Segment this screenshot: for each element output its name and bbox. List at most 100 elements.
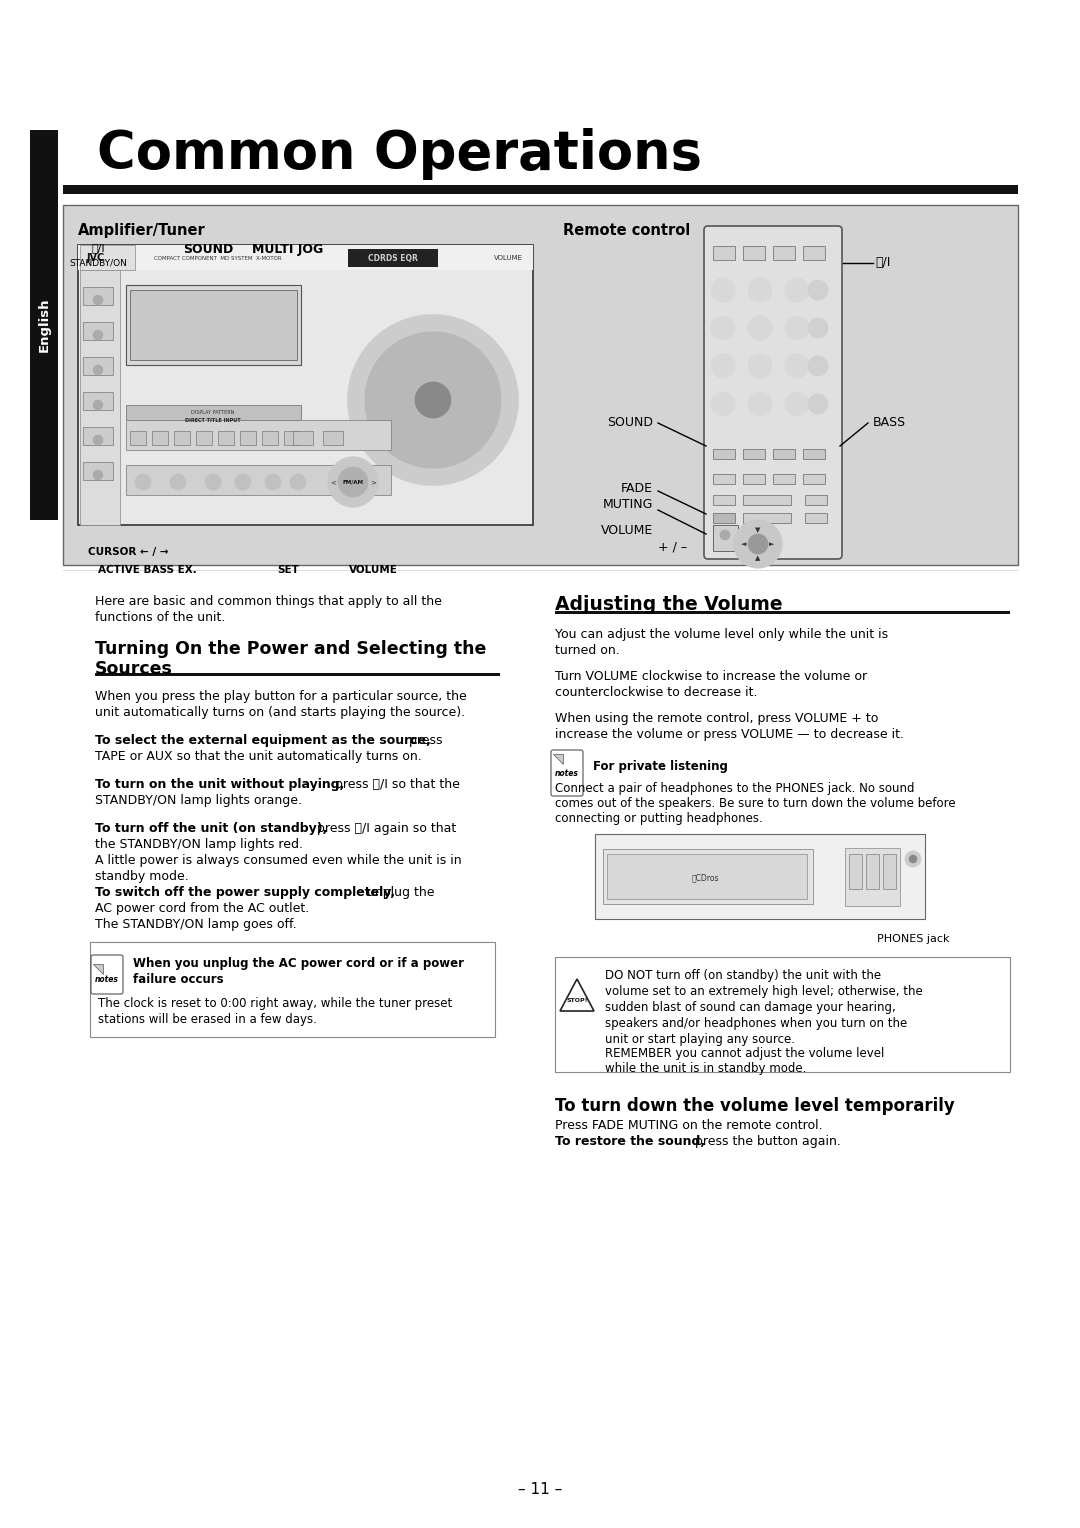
Circle shape	[785, 278, 809, 303]
Bar	[845, 848, 900, 906]
Circle shape	[291, 474, 306, 490]
Bar	[195, 431, 212, 445]
Bar	[83, 393, 113, 410]
Text: – 11 –: – 11 –	[518, 1482, 562, 1497]
Circle shape	[328, 457, 378, 507]
Text: connecting or putting headphones.: connecting or putting headphones.	[555, 811, 762, 825]
Circle shape	[365, 332, 501, 468]
Text: STOP!: STOP!	[566, 998, 588, 1004]
FancyBboxPatch shape	[90, 941, 495, 1038]
Text: SOUND: SOUND	[183, 243, 233, 257]
Bar	[63, 185, 1018, 194]
Text: VOLUME: VOLUME	[600, 524, 653, 536]
Bar	[804, 449, 825, 458]
Text: ►: ►	[769, 541, 774, 547]
Text: When using the remote control, press VOLUME + to: When using the remote control, press VOL…	[555, 712, 878, 724]
Bar	[126, 420, 391, 451]
Text: When you press the play button for a particular source, the: When you press the play button for a par…	[95, 691, 467, 703]
Circle shape	[905, 851, 921, 866]
Bar	[126, 465, 391, 495]
Circle shape	[808, 356, 828, 376]
Bar	[174, 431, 190, 445]
Text: To turn off the unit (on standby),: To turn off the unit (on standby),	[95, 822, 327, 834]
Circle shape	[235, 474, 251, 490]
Text: press: press	[405, 733, 443, 747]
Bar	[713, 526, 738, 552]
Bar	[607, 854, 807, 898]
Text: increase the volume or press VOLUME — to decrease it.: increase the volume or press VOLUME — to…	[555, 727, 904, 741]
Circle shape	[711, 354, 735, 377]
Bar	[80, 244, 135, 270]
Bar	[555, 957, 1010, 1073]
Circle shape	[265, 474, 281, 490]
Text: Common Operations: Common Operations	[97, 128, 702, 180]
Text: functions of the unit.: functions of the unit.	[95, 611, 226, 623]
Text: turned on.: turned on.	[555, 643, 620, 657]
Text: For private listening: For private listening	[593, 759, 728, 773]
Text: ▲: ▲	[755, 555, 760, 561]
Circle shape	[748, 316, 772, 341]
Circle shape	[711, 316, 735, 341]
Bar	[805, 513, 827, 523]
Circle shape	[93, 330, 103, 341]
Text: When you unplug the AC power cord or if a power: When you unplug the AC power cord or if …	[133, 957, 464, 970]
Text: To restore the sound,: To restore the sound,	[555, 1135, 705, 1148]
Circle shape	[93, 365, 103, 374]
Circle shape	[338, 468, 368, 497]
Bar	[152, 431, 168, 445]
Text: <: <	[330, 478, 336, 484]
Text: To switch off the power supply completely,: To switch off the power supply completel…	[95, 886, 395, 898]
Text: press ⓒ/I so that the: press ⓒ/I so that the	[330, 778, 460, 792]
Text: ▼: ▼	[755, 527, 760, 533]
FancyBboxPatch shape	[91, 955, 123, 995]
Text: ACTIVE BASS EX.: ACTIVE BASS EX.	[98, 565, 197, 575]
Text: ⏺CDros: ⏺CDros	[691, 874, 719, 883]
Text: STANDBY/ON: STANDBY/ON	[69, 260, 127, 267]
Circle shape	[711, 278, 735, 303]
Bar	[126, 405, 301, 420]
Text: press ⓒ/I again so that: press ⓒ/I again so that	[313, 822, 456, 834]
Text: notes: notes	[555, 770, 579, 778]
FancyBboxPatch shape	[551, 750, 583, 796]
Text: counterclockwise to decrease it.: counterclockwise to decrease it.	[555, 686, 757, 698]
Circle shape	[808, 280, 828, 299]
Bar	[713, 495, 735, 504]
Bar	[713, 449, 735, 458]
FancyBboxPatch shape	[63, 205, 1018, 565]
Text: SET: SET	[278, 565, 299, 575]
Text: VOLUME: VOLUME	[349, 565, 397, 575]
Text: To turn down the volume level temporarily: To turn down the volume level temporaril…	[555, 1097, 955, 1115]
Text: Amplifier/Tuner: Amplifier/Tuner	[78, 223, 206, 238]
Circle shape	[734, 520, 782, 568]
Bar	[773, 474, 795, 484]
Text: FADE: FADE	[621, 483, 653, 495]
Polygon shape	[93, 964, 103, 973]
Bar	[595, 834, 924, 918]
Circle shape	[93, 400, 103, 410]
Bar	[743, 449, 765, 458]
Text: MUTING: MUTING	[603, 498, 653, 512]
Circle shape	[785, 393, 809, 416]
Text: CDRDS EQR: CDRDS EQR	[368, 254, 418, 263]
Polygon shape	[561, 979, 594, 1012]
Bar	[883, 854, 896, 889]
Circle shape	[348, 315, 518, 484]
Text: DIRECT TITLE INPUT: DIRECT TITLE INPUT	[185, 417, 241, 423]
Circle shape	[93, 471, 103, 480]
Bar	[713, 474, 735, 484]
Bar	[713, 246, 735, 260]
Circle shape	[170, 474, 186, 490]
Text: Press FADE MUTING on the remote control.: Press FADE MUTING on the remote control.	[555, 1118, 823, 1132]
Text: REMEMBER you cannot adjust the volume level: REMEMBER you cannot adjust the volume le…	[605, 1047, 885, 1060]
Bar	[130, 290, 297, 361]
Text: failure occurs: failure occurs	[133, 973, 224, 986]
Bar	[80, 270, 120, 526]
Bar	[240, 431, 256, 445]
Text: Turn VOLUME clockwise to increase the volume or: Turn VOLUME clockwise to increase the vo…	[555, 669, 867, 683]
Circle shape	[93, 435, 103, 445]
Text: DISPLAY PATTERN: DISPLAY PATTERN	[191, 411, 234, 416]
Bar	[293, 431, 313, 445]
Bar	[83, 322, 113, 341]
Polygon shape	[553, 753, 563, 764]
Text: sudden blast of sound can damage your hearing,: sudden blast of sound can damage your he…	[605, 1001, 895, 1015]
